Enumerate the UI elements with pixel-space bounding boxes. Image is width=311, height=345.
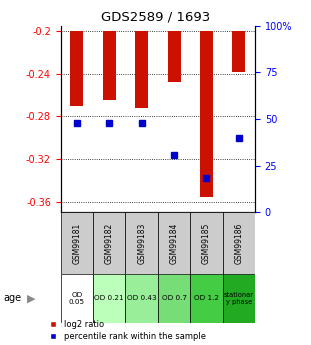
Bar [93,212,125,274]
Legend: log2 ratio, percentile rank within the sample: log2 ratio, percentile rank within the s… [44,321,206,341]
Bar [93,274,125,323]
Bar [223,212,255,274]
Bar [135,31,148,108]
Text: OD 0.43: OD 0.43 [127,295,156,302]
Bar [200,31,213,197]
Text: GSM99185: GSM99185 [202,223,211,264]
Text: ▶: ▶ [27,294,35,303]
Text: GDS2589 / 1693: GDS2589 / 1693 [101,10,210,23]
Bar [232,31,245,72]
Bar [223,274,255,323]
Text: GSM99181: GSM99181 [72,223,81,264]
Bar [190,274,223,323]
Text: GSM99182: GSM99182 [105,223,114,264]
Bar [103,31,116,100]
Text: stationar
y phase: stationar y phase [224,292,254,305]
Bar [158,212,190,274]
Text: OD 1.2: OD 1.2 [194,295,219,302]
Text: GSM99186: GSM99186 [234,223,243,264]
Bar [70,31,83,106]
Bar [61,212,93,274]
Bar [125,212,158,274]
Bar [125,274,158,323]
Bar [158,274,190,323]
Text: age: age [3,294,21,303]
Text: OD 0.21: OD 0.21 [95,295,124,302]
Bar [168,31,180,82]
Bar [190,212,223,274]
Text: OD 0.7: OD 0.7 [161,295,187,302]
Text: GSM99183: GSM99183 [137,223,146,264]
Bar [61,274,93,323]
Text: OD
0.05: OD 0.05 [69,292,85,305]
Text: GSM99184: GSM99184 [169,223,179,264]
